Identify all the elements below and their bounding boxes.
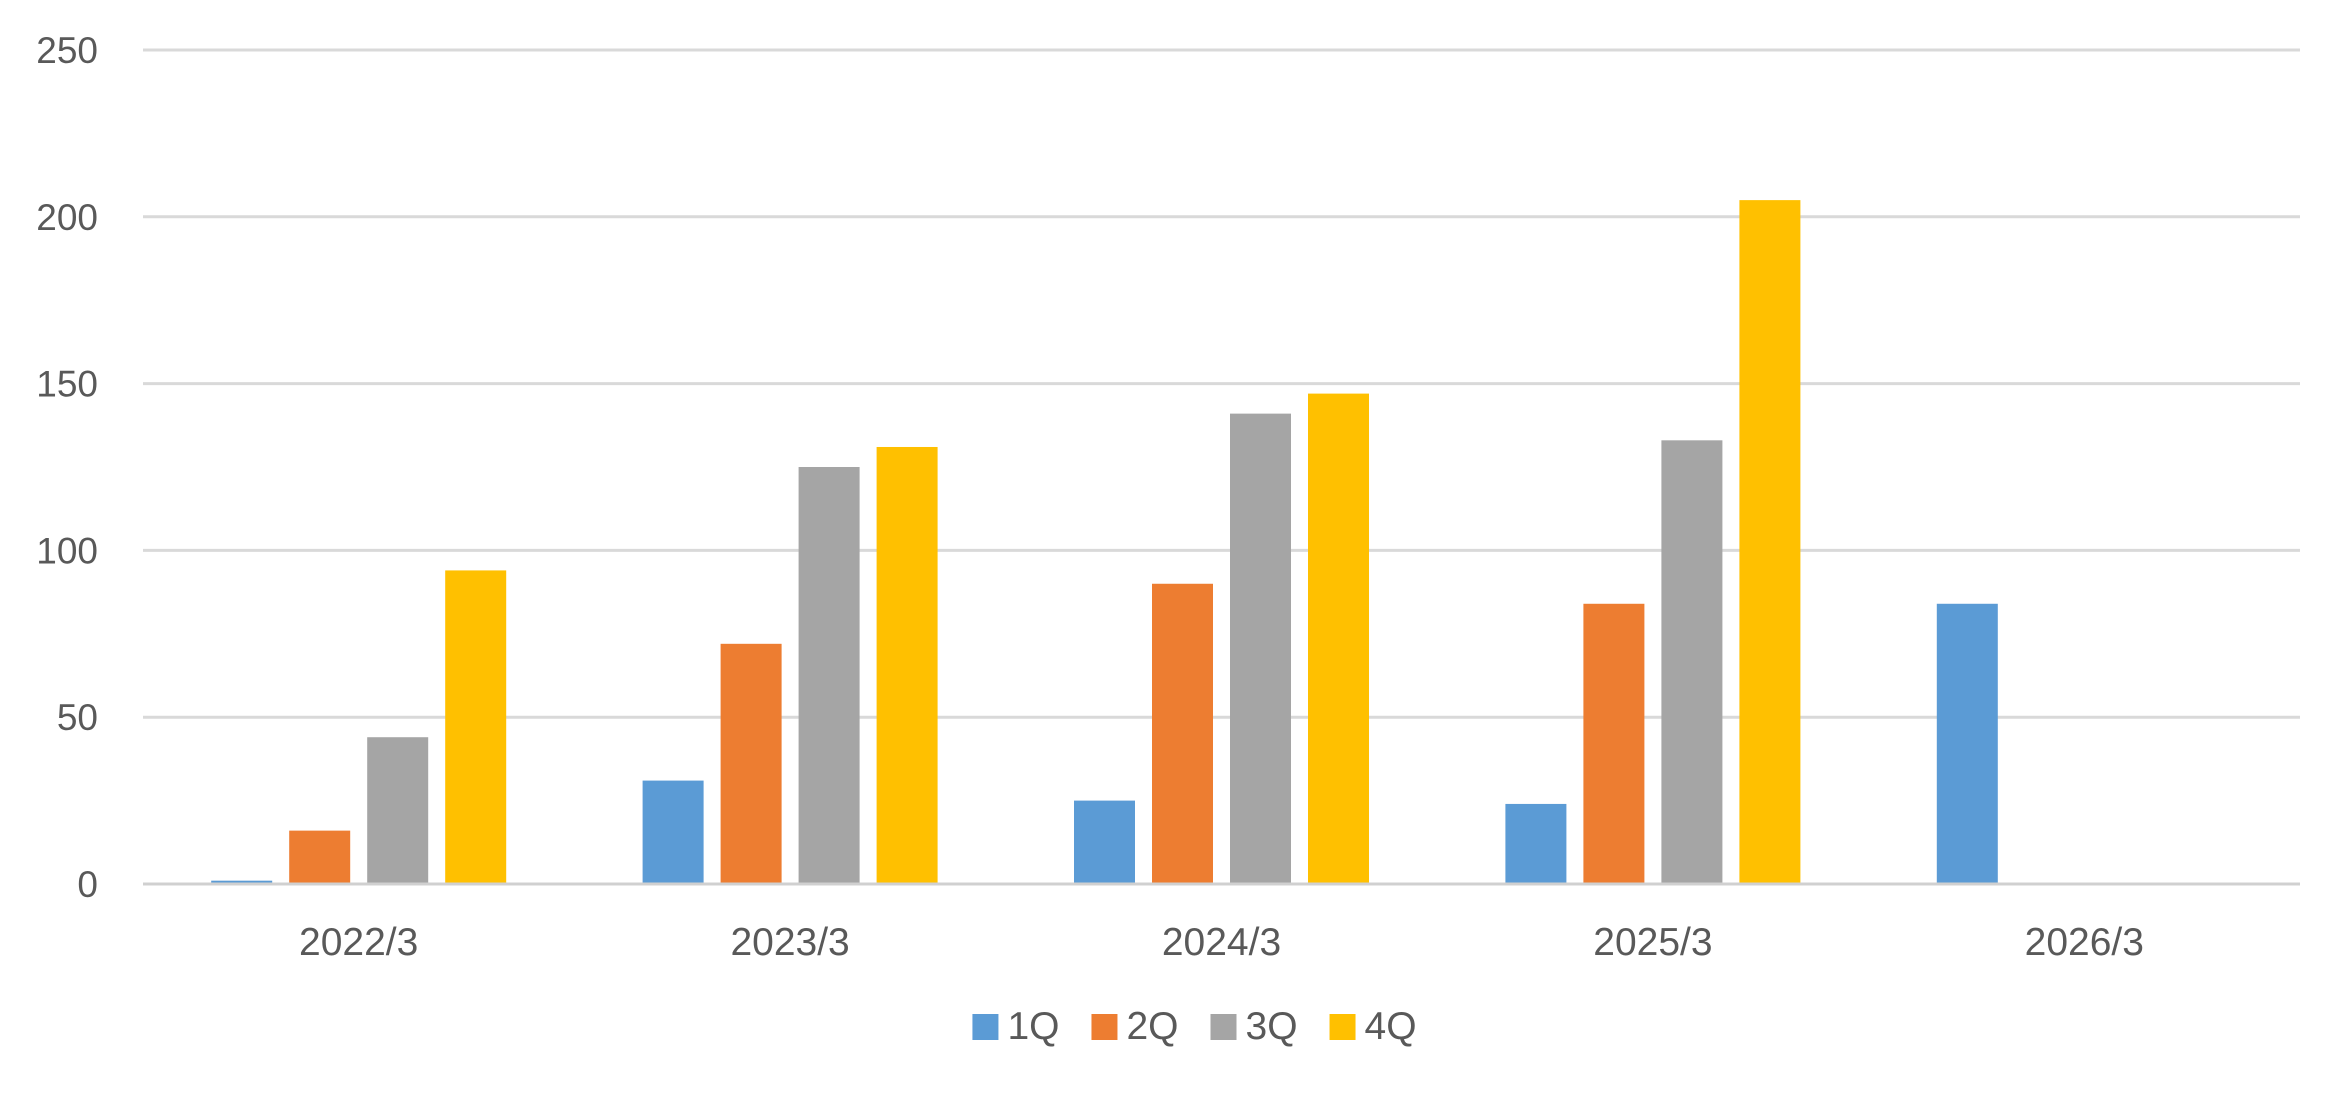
y-tick-label: 50: [57, 697, 98, 738]
legend-swatch: [972, 1014, 999, 1040]
y-axis-ticks: 0 50 100 150 200 250: [36, 30, 98, 905]
x-tick-label: 2026/3: [2025, 921, 2144, 964]
legend-item-3q: 3Q: [1210, 1005, 1298, 1048]
legend-swatch: [1329, 1014, 1356, 1040]
x-tick-label: 2025/3: [1593, 921, 1712, 964]
bar-1q-2025-3: [1505, 803, 1567, 884]
bar-4q-2022-3: [445, 570, 507, 884]
y-tick-label: 200: [36, 197, 98, 238]
bar-3q-2023-3: [798, 467, 860, 884]
bars: [211, 200, 1998, 884]
bar-4q-2023-3: [876, 446, 938, 884]
legend-label: 1Q: [1007, 1005, 1059, 1048]
bar-2q-2023-3: [720, 643, 782, 884]
bar-1q-2023-3: [642, 780, 704, 884]
bar-1q-2024-3: [1074, 800, 1135, 884]
bar-4q-2024-3: [1308, 393, 1369, 884]
y-tick-label: 250: [36, 30, 98, 71]
legend-item-1q: 1Q: [972, 1005, 1059, 1048]
x-tick-label: 2024/3: [1162, 921, 1281, 964]
legend-swatch: [1091, 1014, 1118, 1040]
legend-item-4q: 4Q: [1329, 1005, 1417, 1048]
bar-3q-2024-3: [1230, 413, 1291, 884]
bar-3q-2025-3: [1661, 440, 1723, 884]
legend: 1Q 2Q 3Q 4Q: [972, 1005, 1417, 1048]
bar-3q-2022-3: [367, 737, 429, 884]
bar-1q-2022-3: [211, 880, 273, 884]
legend-swatch: [1210, 1014, 1237, 1040]
bar-1q-2026-3: [1936, 603, 1998, 884]
legend-item-2q: 2Q: [1091, 1005, 1179, 1048]
y-tick-label: 150: [36, 364, 98, 405]
x-tick-label: 2022/3: [299, 921, 418, 964]
y-tick-label: 0: [77, 864, 98, 905]
legend-label: 4Q: [1365, 1005, 1417, 1048]
bar-2q-2025-3: [1583, 603, 1645, 884]
x-tick-label: 2023/3: [730, 921, 849, 964]
legend-label: 3Q: [1246, 1005, 1298, 1048]
bar-4q-2025-3: [1739, 200, 1801, 884]
bar-2q-2024-3: [1152, 583, 1213, 884]
y-tick-label: 100: [36, 530, 98, 571]
legend-label: 2Q: [1126, 1005, 1178, 1048]
x-axis-labels: 2022/3 2023/3 2024/3 2025/3 2026/3: [299, 921, 2144, 964]
bar-2q-2022-3: [289, 830, 351, 884]
